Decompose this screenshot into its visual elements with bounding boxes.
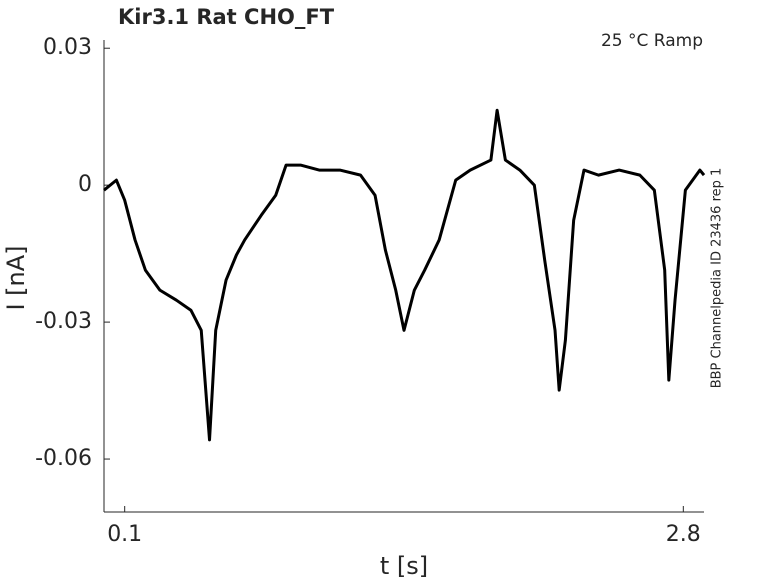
y-tick-label: 0.03: [43, 35, 92, 60]
x-tick-label: 0.1: [107, 522, 142, 547]
x-tick-label: 2.8: [666, 522, 701, 547]
x-axis-label: t [s]: [380, 552, 428, 580]
y-tick-label: -0.03: [35, 309, 92, 334]
y-axis-label: I [nA]: [2, 245, 30, 310]
chart-title: Kir3.1 Rat CHO_FT: [118, 5, 335, 29]
trace: [103, 108, 706, 442]
annotation: 25 °C Ramp: [601, 31, 703, 51]
side-note: BBP Channelpedia ID 23436 rep 1: [710, 168, 725, 389]
y-tick-label: -0.06: [35, 446, 92, 471]
y-tick-label: 0: [78, 172, 92, 197]
